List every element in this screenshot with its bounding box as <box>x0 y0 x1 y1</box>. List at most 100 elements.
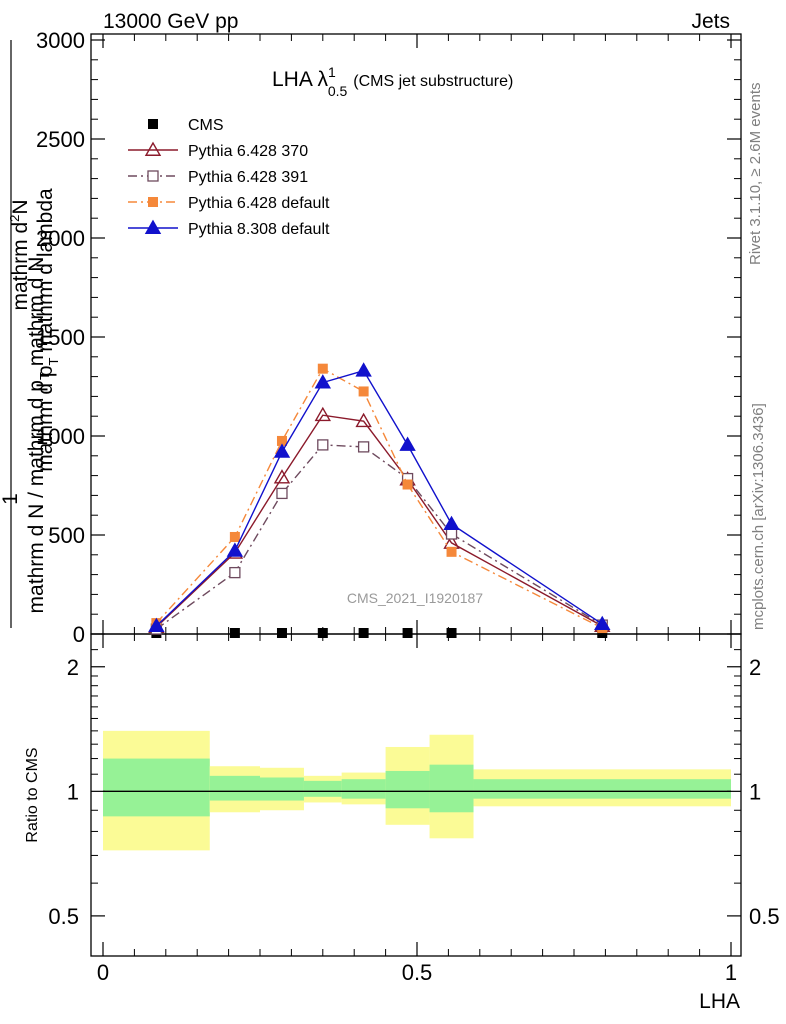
header-left-label: 13000 GeV pp <box>103 10 238 33</box>
ratio-uncertainty-bands <box>103 730 731 851</box>
main-y-label-ftop-rest: N <box>9 199 32 214</box>
series-0-point-5 <box>402 628 413 638</box>
series-1-point-4 <box>355 412 372 428</box>
series-0-point-2 <box>276 628 287 638</box>
series-3-point-5 <box>402 479 413 490</box>
series-2-point-1 <box>229 566 241 579</box>
series-line-1 <box>155 414 603 628</box>
main-y-label: 1 mathrm d2N mathrm d pT mathrm d lambda… <box>0 40 61 628</box>
ratio-stat-band-3 <box>303 780 342 797</box>
main-y-label-fbot-rest: mathrm d lambda <box>34 188 57 358</box>
series-2-point-3 <box>317 439 329 451</box>
ratio-stat-band-4 <box>341 779 386 799</box>
x-tick-label-2: 1 <box>725 960 737 985</box>
series-line-3 <box>155 367 603 629</box>
series-2-point-2 <box>276 487 288 500</box>
x-axis: 0 0.5 1 <box>97 34 737 985</box>
legend-marker-4 <box>144 219 162 234</box>
series-4-point-2 <box>273 443 291 458</box>
series-line-4 <box>155 369 603 627</box>
series-3-point-1 <box>229 531 240 542</box>
x-tick-label-1: 0.5 <box>402 960 433 985</box>
series-4-point-1 <box>226 542 244 557</box>
main-y-label-fraction-top: mathrm d2N <box>7 199 32 310</box>
series-2-point-6 <box>445 528 458 540</box>
plot-title-sub: 0.5 <box>328 83 348 99</box>
main-y-tick-label-2: 1000 <box>36 424 85 449</box>
main-y-label-den-a: mathrm d N / mathrm d p <box>25 380 48 613</box>
ratio-y-label: Ratio to CMS <box>24 747 41 842</box>
legend-label-2: Pythia 6.428 391 <box>188 169 308 186</box>
ratio-stat-band-7 <box>473 779 731 799</box>
plot-title: LHA λ1 0.5 (CMS jet substructure) <box>272 64 513 99</box>
main-y-tick-label-3: 1500 <box>36 325 85 350</box>
series-4-point-7 <box>594 615 611 631</box>
series-4-point-0 <box>148 617 165 633</box>
series-4-point-3 <box>314 374 332 389</box>
ratio-stat-band-0 <box>103 758 210 817</box>
series-group <box>148 362 611 638</box>
series-0-point-1 <box>229 628 240 638</box>
side-label-rivet: Rivet 3.1.10, ≥ 2.6M events <box>747 83 764 266</box>
legend-label-1: Pythia 6.428 370 <box>188 143 308 160</box>
main-y-tick-label-4: 2000 <box>36 226 85 251</box>
legend-label-4: Pythia 8.308 default <box>188 221 330 238</box>
series-4-point-4 <box>355 362 372 377</box>
main-y-label-ftop-sup: 2 <box>7 215 22 222</box>
legend-marker-3 <box>148 197 158 207</box>
x-axis-label: LHA <box>699 990 740 1013</box>
legend-label-0: CMS <box>188 117 224 134</box>
series-0-point-3 <box>317 628 328 638</box>
main-y-tick-label-6: 3000 <box>36 28 85 53</box>
analysis-watermark: CMS_2021_I1920187 <box>347 590 483 606</box>
series-4-point-6 <box>443 515 460 531</box>
header-right-label: Jets <box>691 10 730 33</box>
plot-title-main: LHA λ <box>272 68 329 91</box>
ratio-stat-band-6 <box>429 764 474 813</box>
main-y-label-fraction-bottom: mathrm d pT mathrm d lambda <box>34 188 61 472</box>
series-4 <box>148 362 611 633</box>
main-y-label-ftop: mathrm d <box>9 222 32 311</box>
main-y-label-fbot-sub: T <box>46 357 61 365</box>
ratio-y-tick-label-left-2: 2 <box>67 655 79 680</box>
legend: CMS Pythia 6.428 370 Pythia 6.428 391 Pythi… <box>128 117 330 238</box>
series-4-point-5 <box>399 436 416 451</box>
ratio-stat-band-1 <box>209 775 260 801</box>
main-y-label-den-sub: T <box>37 372 52 380</box>
series-3-point-3 <box>317 363 328 374</box>
series-3-point-2 <box>276 435 287 446</box>
series-1-point-2 <box>273 469 291 484</box>
legend-marker-1 <box>144 141 162 156</box>
ratio-y-tick-label-left-1: 1 <box>67 779 79 804</box>
ratio-y-axis: 0.5 0.5 1 1 2 2 <box>48 649 780 929</box>
main-y-label-denominator: mathrm d N / mathrm d pT mathrm d N <box>25 257 52 614</box>
series-3-point-6 <box>446 546 457 557</box>
main-y-label-fbot: mathrm d p <box>34 365 57 471</box>
ratio-y-tick-label-right-1: 1 <box>749 779 761 804</box>
ratio-y-tick-label-right-2: 2 <box>749 655 761 680</box>
series-0-point-6 <box>446 628 457 638</box>
series-3-point-4 <box>358 386 369 397</box>
ratio-y-tick-label-left-0: 0.5 <box>48 904 79 929</box>
main-y-tick-label-5: 2500 <box>36 127 85 152</box>
ratio-stat-band-5 <box>385 770 430 809</box>
main-y-label-den-b: mathrm d N <box>25 257 48 373</box>
legend-label-3: Pythia 6.428 default <box>188 195 330 212</box>
x-tick-label-0: 0 <box>97 960 109 985</box>
series-0 <box>151 628 608 638</box>
ratio-panel-frame <box>90 633 742 957</box>
ratio-stat-band-2 <box>260 777 304 801</box>
main-y-tick-label-1: 500 <box>48 523 85 548</box>
series-0-point-4 <box>358 628 369 638</box>
series-2-point-4 <box>357 441 370 453</box>
legend-marker-0 <box>148 119 158 129</box>
ratio-y-tick-label-right-0: 0.5 <box>749 904 780 929</box>
series-1-point-3 <box>314 406 332 422</box>
main-y-tick-label-0: 0 <box>73 622 85 647</box>
main-y-axis: 0 500 1000 1500 2000 2500 3000 <box>36 28 741 647</box>
plot-title-suffix: (CMS jet substructure) <box>353 73 513 90</box>
series-line-2 <box>155 444 603 630</box>
legend-marker-2 <box>147 170 159 182</box>
plot-title-sup: 1 <box>328 64 336 80</box>
